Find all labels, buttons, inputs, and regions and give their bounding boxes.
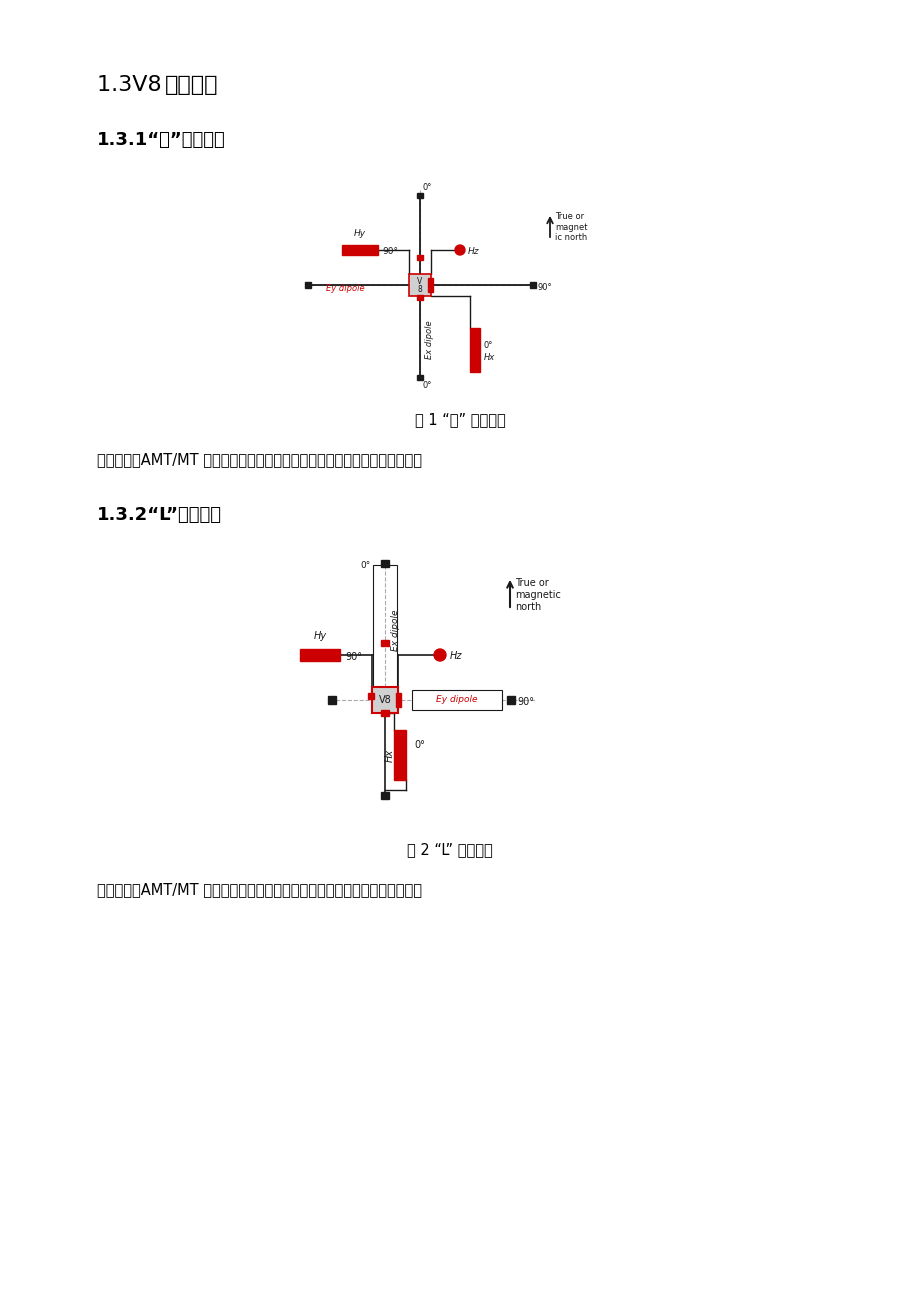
Text: 90°: 90° (381, 247, 398, 256)
Text: 工作特点：AMT/MT 单点测；张量观测：五分量测量；为适应不同地形条件。: 工作特点：AMT/MT 单点测；张量观测：五分量测量；为适应不同地形条件。 (96, 883, 422, 897)
Text: Ex dipole: Ex dipole (391, 609, 400, 651)
Text: 图 2 “L” 型布极法: 图 2 “L” 型布极法 (407, 842, 493, 858)
Bar (416, 375, 423, 380)
Bar (395, 693, 401, 707)
Text: Hy: Hy (354, 229, 366, 238)
Text: 0°: 0° (423, 184, 432, 191)
Bar (416, 193, 423, 198)
Text: True or
magnetic
north: True or magnetic north (515, 578, 561, 612)
Text: Ex dipole: Ex dipole (425, 320, 434, 359)
Bar (342, 245, 378, 255)
Bar (371, 687, 398, 713)
Text: 90°: 90° (538, 283, 552, 292)
Text: 工作特点：AMT/MT 单点测；张量观测：五分量测量；为适应不同地形条件。: 工作特点：AMT/MT 单点测；张量观测：五分量测量；为适应不同地形条件。 (96, 453, 422, 467)
Bar (305, 283, 311, 288)
Text: Ey dipole: Ey dipole (436, 695, 477, 704)
Bar (380, 710, 389, 716)
Bar (416, 255, 423, 260)
Bar (412, 690, 502, 710)
Bar (380, 792, 389, 799)
Text: 图 1 “十” 字布极法: 图 1 “十” 字布极法 (414, 413, 505, 427)
Bar (380, 641, 389, 646)
Circle shape (455, 245, 464, 255)
Bar (380, 560, 389, 566)
Text: Hx: Hx (384, 749, 394, 762)
Text: True or
magnet
ic north: True or magnet ic north (554, 212, 587, 242)
Text: Hy: Hy (313, 631, 326, 641)
Text: 0°: 0° (414, 740, 425, 750)
Text: V8: V8 (379, 695, 391, 704)
Bar (393, 730, 405, 780)
Text: Hz: Hz (449, 651, 462, 661)
Text: 1.3.2“L”型布极法: 1.3.2“L”型布极法 (96, 506, 221, 523)
Bar (506, 697, 515, 704)
Text: 90°: 90° (345, 652, 361, 661)
Text: 布线方式: 布线方式 (165, 76, 219, 95)
Text: 1.3V8: 1.3V8 (96, 76, 168, 95)
Bar (409, 273, 430, 296)
Bar (470, 328, 480, 372)
Text: Hz: Hz (468, 246, 479, 255)
Bar (427, 279, 433, 292)
Text: V: V (417, 277, 422, 286)
Text: 0°: 0° (360, 560, 370, 569)
Bar (529, 283, 536, 288)
Text: 8: 8 (417, 285, 422, 293)
Circle shape (434, 648, 446, 661)
Text: Hx: Hx (483, 354, 494, 362)
Text: 90°: 90° (516, 697, 533, 707)
Text: 0°: 0° (483, 341, 493, 349)
Text: 1.3.1“十”字布极法: 1.3.1“十”字布极法 (96, 132, 225, 148)
Bar (416, 296, 423, 299)
Bar (372, 565, 397, 690)
Bar (328, 697, 335, 704)
Text: 0°: 0° (423, 381, 432, 391)
Text: Ey dipole: Ey dipole (325, 284, 364, 293)
Bar (368, 693, 374, 699)
Bar (300, 648, 340, 661)
